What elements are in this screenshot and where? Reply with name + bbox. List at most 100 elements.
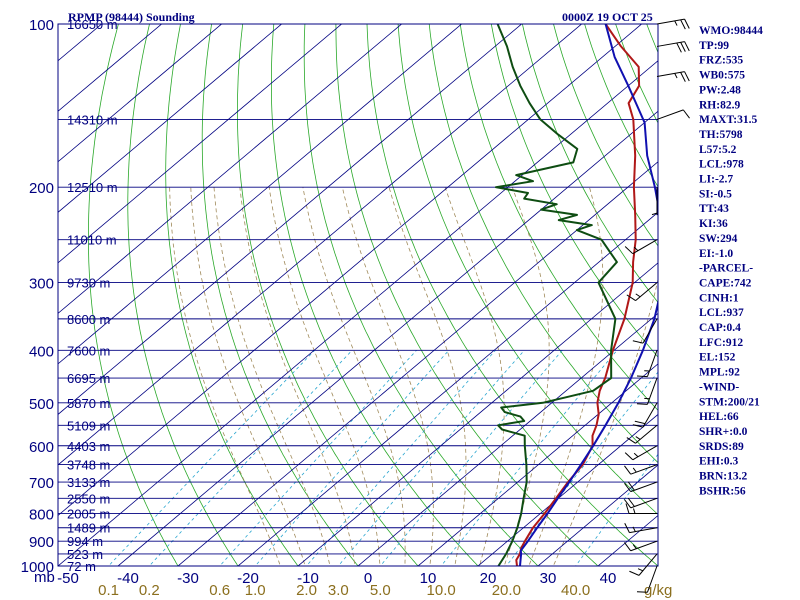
- temperature-tick-label: 0: [364, 570, 372, 587]
- dewpoint-profile: [494, 24, 618, 566]
- isotherms: [58, 24, 658, 566]
- index-value: SRDS:89: [699, 441, 744, 453]
- index-value: WB0:575: [699, 70, 745, 82]
- index-value: CAP:0.4: [699, 322, 741, 334]
- index-value: EI:-1.0: [699, 248, 733, 260]
- mixing-ratio-label: 5.0: [370, 582, 391, 599]
- isotherm: [117, 110, 658, 566]
- mixing-ratio-unit: g/kg: [644, 582, 672, 599]
- dry-adiabat: [490, 24, 658, 358]
- wind-barb: [656, 71, 690, 82]
- height-label: 9730 m: [67, 276, 110, 291]
- temperature-tick-label: -40: [117, 570, 139, 587]
- isotherm: [237, 211, 658, 566]
- height-label: 12510 m: [67, 180, 118, 195]
- height-label: 14310 m: [67, 112, 118, 127]
- wind-barb: [656, 109, 690, 120]
- wind-barb: [656, 18, 690, 30]
- pressure-tick-label: 100: [29, 17, 54, 34]
- isotherm: [58, 24, 163, 112]
- temperature-tick-label: 10: [420, 570, 437, 587]
- index-value: L57:5.2: [699, 144, 737, 156]
- pressure-axis: 100 200 300 400 500 600 700 800 900 1000: [21, 17, 54, 576]
- wind-barb: [651, 187, 658, 216]
- index-value: WMO:98444: [699, 25, 763, 37]
- dry-adiabat: [553, 24, 658, 247]
- wind-barb: [624, 523, 658, 534]
- temperature-tick-label: -10: [297, 570, 319, 587]
- isotherm: [58, 24, 583, 466]
- isotherm: [477, 413, 658, 566]
- index-value: CINH:1: [699, 292, 739, 304]
- height-label: 3133 m: [67, 475, 110, 490]
- moist-adiabat: [239, 187, 356, 566]
- wind-barb: [632, 402, 658, 428]
- temperature-axis: mb -50 -40 -30 -20 -10 0 10 20 30 40: [34, 569, 616, 587]
- dry-adiabat: [127, 24, 239, 566]
- index-value: PW:2.48: [699, 84, 741, 96]
- mixing-ratio-label: 1.0: [245, 582, 266, 599]
- wind-barb: [624, 540, 658, 552]
- index-value: MAXT:31.5: [699, 114, 757, 126]
- dry-adiabat: [335, 24, 599, 566]
- moist-adiabat: [528, 187, 604, 566]
- index-value: KI:36: [699, 218, 728, 230]
- dry-adiabat: [303, 24, 539, 566]
- isotherm: [297, 262, 658, 566]
- moist-adiabat: [552, 277, 658, 566]
- isotherm: [58, 24, 223, 163]
- mixing-ratio-axis: g/kg 0.1 0.2 0.6 1.0 2.0 3.0 5.0 10.0 20.0 40.0: [98, 582, 672, 599]
- dry-adiabat: [165, 24, 299, 566]
- index-value: FRZ:535: [699, 55, 743, 67]
- wind-barb: [636, 565, 658, 593]
- mixing-ratio-line: [575, 453, 658, 566]
- index-value: SW:294: [699, 233, 738, 245]
- index-value: EL:152: [699, 352, 736, 364]
- wind-barb: [626, 282, 658, 302]
- wind-barb: [624, 445, 658, 461]
- isotherm: [357, 312, 658, 566]
- isotherm: [58, 24, 463, 365]
- height-label: 6695 m: [67, 371, 110, 386]
- wind-barb: [656, 41, 690, 53]
- moist-adiabat: [190, 187, 306, 566]
- index-value: STM:200/21: [699, 396, 760, 408]
- thermo-grid: [58, 24, 658, 566]
- moist-adiabat: [213, 187, 331, 566]
- height-label: 72 m: [67, 559, 96, 574]
- wind-barb: [624, 464, 658, 475]
- mixing-ratio-label: 0.2: [139, 582, 160, 599]
- isotherm: [58, 24, 343, 264]
- moist-adiabat: [169, 187, 281, 566]
- mixing-ratio-label: 2.0: [296, 582, 317, 599]
- mixing-ratio-line: [254, 350, 450, 566]
- height-label: 2005 m: [67, 506, 110, 521]
- isotherm: [177, 161, 658, 566]
- height-label: 3748 m: [67, 458, 110, 473]
- height-label: 2550 m: [67, 491, 110, 506]
- mixing-ratio-label: 0.1: [98, 582, 119, 599]
- index-value: LFC:912: [699, 337, 743, 349]
- isotherm: [58, 24, 283, 213]
- index-value: HEL:66: [699, 411, 739, 423]
- index-value: -PARCEL-: [699, 263, 753, 275]
- dry-adiabats: [88, 24, 658, 566]
- wind-barb: [624, 481, 658, 493]
- mixing-ratio-line: [148, 350, 353, 566]
- index-value: TT:43: [699, 203, 729, 215]
- dry-adiabat: [459, 24, 658, 411]
- height-label: 523 m: [67, 547, 103, 562]
- pressure-tick-label: 500: [29, 396, 54, 413]
- pressure-tick-label: 200: [29, 180, 54, 197]
- pressure-tick-label: 300: [29, 276, 54, 293]
- height-label: 11010 m: [67, 233, 117, 248]
- pressure-tick-label: 600: [29, 439, 54, 456]
- index-value: SI:-0.5: [699, 188, 732, 200]
- wind-barbs: [624, 18, 690, 593]
- temperature-tick-label: -30: [177, 570, 199, 587]
- temperature-profile: [515, 24, 641, 566]
- index-value: EHI:0.3: [699, 456, 739, 468]
- indices-panel: WMO:98444 TP:99 FRZ:535 WB0:575 PW:2.48 RH:82…: [699, 25, 763, 497]
- profiles: [494, 24, 658, 566]
